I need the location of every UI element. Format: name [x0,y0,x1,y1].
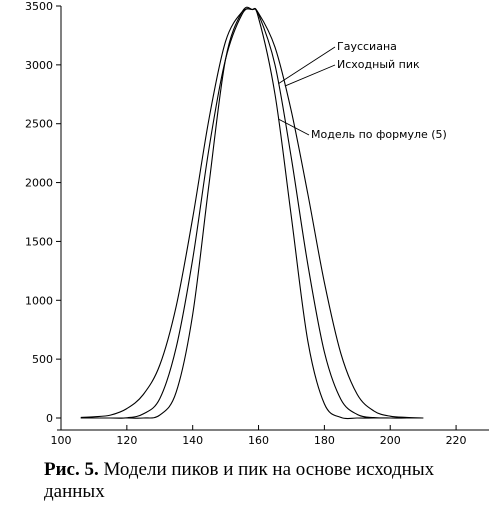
x-tick-label: 120 [116,434,137,447]
x-tick-label: 140 [182,434,203,447]
y-tick-label: 2500 [25,118,53,131]
x-tick-label: 160 [248,434,269,447]
annotation-gaussian-label: Гауссиана [337,40,397,53]
figure-caption: Рис. 5. Модели пиков и пик на основе исх… [44,459,484,503]
annotation-model-formula-pointer [278,118,310,136]
y-tick-label: 1000 [25,294,53,307]
y-tick-label: 0 [46,412,53,425]
y-tick-label: 3500 [25,0,53,13]
x-tick-label: 200 [380,434,401,447]
annotation-gaussian-pointer [278,46,336,85]
series-model-formula-line [80,6,424,420]
annotation-model-formula-label: Модель по формуле (5) [311,128,447,141]
annotation-original-peak-pointer [284,64,336,87]
y-tick-label: 2000 [25,177,53,190]
x-tick-label: 100 [51,434,72,447]
y-tick-label: 500 [32,353,53,366]
annotations: Гауссиана Исходный пик Модель по формуле (… [278,40,447,141]
y-tick-label: 1500 [25,235,53,248]
x-tick-label: 180 [314,434,335,447]
y-tick-label: 3000 [25,59,53,72]
axes: 0 500 1000 1500 2000 2500 3000 3500 100 120 140 160… [25,0,489,447]
curves [80,6,424,420]
caption-label: Рис. 5. [44,459,99,480]
annotation-original-peak-label: Исходный пик [337,58,420,71]
x-tick-label: 220 [446,434,467,447]
caption-text: Модели пиков и пик на основе исходных да… [44,459,435,502]
chart: 0 500 1000 1500 2000 2500 3000 3500 100 120 140 160… [25,0,489,447]
